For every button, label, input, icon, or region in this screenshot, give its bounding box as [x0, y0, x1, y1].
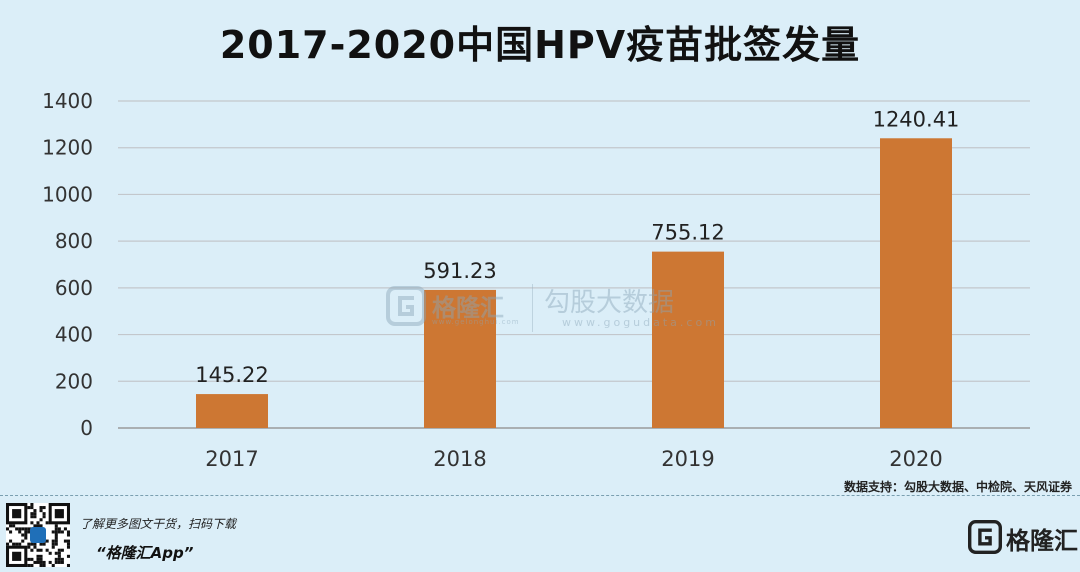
- qr-code-icon[interactable]: [6, 503, 70, 567]
- y-tick-label: 800: [55, 229, 93, 253]
- x-tick-label: 2019: [661, 447, 714, 471]
- bar-2020: [880, 138, 952, 428]
- chart-title: 2017-2020中国HPV疫苗批签发量: [219, 23, 861, 67]
- data-label: 145.22: [195, 363, 268, 387]
- data-label: 1240.41: [873, 107, 960, 131]
- data-label: 591.23: [423, 259, 496, 283]
- data-label: 755.12: [651, 221, 724, 245]
- bar-2019: [652, 251, 724, 428]
- x-tick-label: 2018: [433, 447, 486, 471]
- watermark-divider: [532, 284, 533, 332]
- watermark-name: 格隆汇: [432, 294, 504, 322]
- y-tick-label: 1200: [42, 136, 93, 160]
- gelonghui-logo-icon: [386, 286, 426, 326]
- promo-app-name: “格隆汇App”: [96, 544, 194, 562]
- y-tick-label: 200: [55, 369, 93, 393]
- x-tick-label: 2017: [205, 447, 258, 471]
- y-tick-label: 400: [55, 323, 93, 347]
- bar-chart: 0 200 400 600 800 1000 1200 1400 145.22 2017 591.2…: [42, 89, 1030, 471]
- x-tick-label: 2020: [889, 447, 942, 471]
- bar-2018: [424, 289, 496, 428]
- y-tick-label: 1000: [42, 182, 93, 206]
- watermark-brand: 勾股大数据: [544, 288, 675, 318]
- footer-logo: 格隆汇: [968, 520, 1078, 556]
- y-tick-label: 600: [55, 276, 93, 300]
- footer-logo-text: 格隆汇: [1006, 527, 1078, 555]
- gelonghui-logo-icon: [968, 520, 1002, 554]
- y-tick-label: 1400: [42, 89, 93, 113]
- watermark-url: www.gogudata.com: [562, 316, 719, 329]
- watermark: 格隆汇 www.gelonghui.com 勾股大数据 www.gogudata…: [386, 280, 716, 340]
- bar-2017: [196, 394, 268, 428]
- promo-text: 了解更多图文干货，扫码下载: [80, 517, 237, 531]
- y-tick-label: 0: [80, 416, 93, 440]
- source-note: 数据支持：勾股大数据、中检院、天风证券: [843, 480, 1072, 494]
- watermark-sub: www.gelonghui.com: [432, 318, 520, 326]
- footer-divider: [0, 495, 1080, 496]
